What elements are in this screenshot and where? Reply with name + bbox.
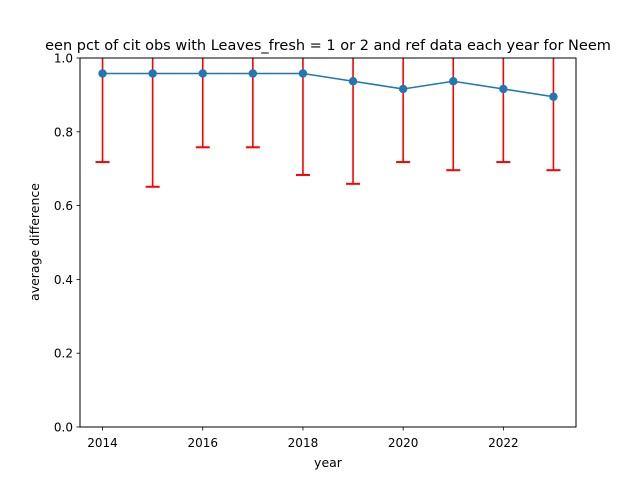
x-tick-label: 2014 xyxy=(87,436,118,450)
data-point xyxy=(398,84,408,94)
data-point xyxy=(198,69,207,78)
plot-area xyxy=(95,58,561,188)
error-bars xyxy=(95,58,561,188)
y-tick-label: 0.4 xyxy=(54,273,73,287)
x-axis-label: year xyxy=(314,455,343,470)
y-tick-label: 0.2 xyxy=(54,347,73,361)
data-point xyxy=(98,69,107,78)
y-tick-label: 1.0 xyxy=(54,52,73,66)
x-tick-label: 2018 xyxy=(288,436,319,450)
data-point xyxy=(298,69,308,78)
data-point xyxy=(499,84,508,94)
data-point xyxy=(449,77,458,86)
data-point xyxy=(148,69,157,78)
x-tick-label: 2022 xyxy=(488,436,519,450)
x-tick-label: 2020 xyxy=(388,436,419,450)
x-tick-label: 2016 xyxy=(187,436,218,450)
series-line xyxy=(102,72,554,98)
y-tick-label: 0.8 xyxy=(54,125,73,139)
data-point xyxy=(549,92,558,101)
y-tick-label: 0.0 xyxy=(54,421,73,435)
plot-frame xyxy=(79,57,577,428)
data-point xyxy=(348,77,358,86)
x-axis-ticks: 2014 2016 2018 2020 2022 xyxy=(87,427,519,450)
data-point xyxy=(248,69,258,78)
y-tick-label: 0.6 xyxy=(54,199,73,213)
y-axis-ticks: 0.0 0.2 0.4 0.6 0.8 1.0 xyxy=(54,52,80,435)
data-points xyxy=(98,69,558,101)
y-axis-label: average difference xyxy=(27,183,42,301)
series-lines xyxy=(102,72,554,98)
chart-title: een pct of cit obs with Leaves_fresh = 1… xyxy=(45,38,611,54)
